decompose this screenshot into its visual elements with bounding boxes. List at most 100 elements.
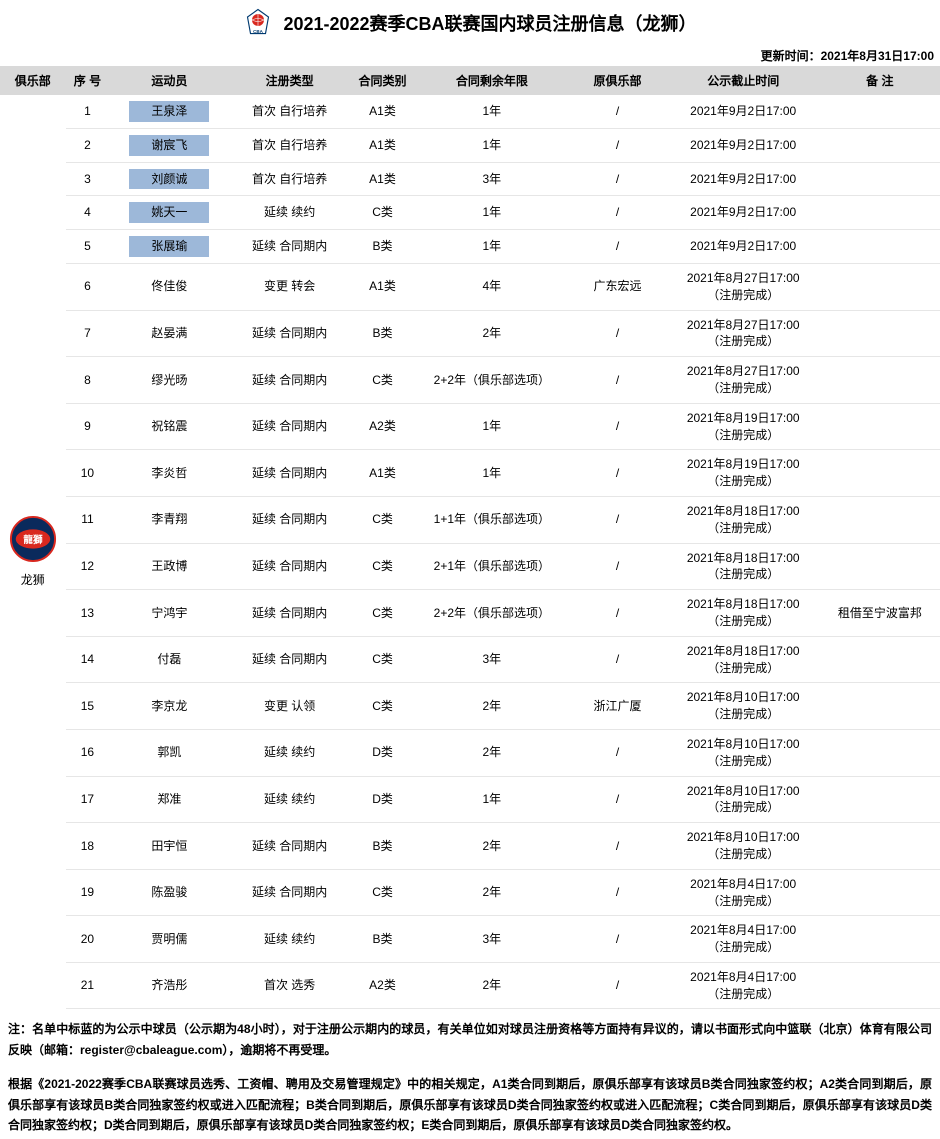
table-cell: A1类: [350, 95, 416, 128]
table-cell: 张展瑜: [109, 230, 229, 264]
table-cell: /: [568, 95, 666, 128]
table-cell: [820, 95, 940, 128]
table-cell: 19: [66, 869, 110, 916]
table-row: 2谢宸飞首次 自行培养A1类1年/2021年9月2日17:00: [0, 128, 940, 162]
table-cell: 2+2年（俱乐部选项）: [415, 357, 568, 404]
table-cell: 5: [66, 230, 110, 264]
table-cell: 王政博: [109, 543, 229, 590]
table-cell: 1年: [415, 230, 568, 264]
svg-text:龍獅: 龍獅: [23, 534, 43, 546]
table-cell: 1年: [415, 95, 568, 128]
registration-table: 俱乐部序 号运动员注册类型合同类别合同剩余年限原俱乐部公示截止时间备 注 龍獅龙…: [0, 66, 940, 1009]
table-cell: /: [568, 543, 666, 590]
table-cell: 14: [66, 636, 110, 683]
table-row: 5张展瑜延续 合同期内B类1年/2021年9月2日17:00: [0, 230, 940, 264]
table-cell: 延续 合同期内: [230, 496, 350, 543]
table-cell: [820, 196, 940, 230]
table-row: 19陈盈骏延续 合同期内C类2年/2021年8月4日17:00（注册完成）: [0, 869, 940, 916]
table-cell: 2021年8月10日17:00（注册完成）: [667, 683, 820, 730]
table-cell: 延续 续约: [230, 916, 350, 963]
table-cell: 3年: [415, 636, 568, 683]
table-cell: 首次 自行培养: [230, 162, 350, 196]
table-cell: 付磊: [109, 636, 229, 683]
table-cell: 缪光旸: [109, 357, 229, 404]
table-cell: 2: [66, 128, 110, 162]
table-cell: A1类: [350, 450, 416, 497]
table-row: 17郑准延续 续约D类1年/2021年8月10日17:00（注册完成）: [0, 776, 940, 823]
table-cell: 2021年9月2日17:00: [667, 196, 820, 230]
table-cell: /: [568, 450, 666, 497]
table-cell: 首次 自行培养: [230, 95, 350, 128]
column-header: 原俱乐部: [568, 66, 666, 95]
table-cell: 祝铭震: [109, 403, 229, 450]
table-cell: [820, 357, 940, 404]
club-name: 龙狮: [2, 572, 64, 589]
table-cell: 1年: [415, 403, 568, 450]
club-cell: 龍獅龙狮: [0, 95, 66, 1009]
table-row: 20贾明儒延续 续约B类3年/2021年8月4日17:00（注册完成）: [0, 916, 940, 963]
table-cell: 10: [66, 450, 110, 497]
table-cell: /: [568, 869, 666, 916]
table-cell: 延续 合同期内: [230, 543, 350, 590]
table-cell: 2+1年（俱乐部选项）: [415, 543, 568, 590]
table-cell: 郑准: [109, 776, 229, 823]
table-cell: C类: [350, 869, 416, 916]
table-cell: 1: [66, 95, 110, 128]
table-cell: [820, 403, 940, 450]
table-cell: /: [568, 230, 666, 264]
table-cell: 延续 续约: [230, 776, 350, 823]
table-cell: 2021年8月19日17:00（注册完成）: [667, 450, 820, 497]
table-cell: 8: [66, 357, 110, 404]
table-cell: 首次 选秀: [230, 962, 350, 1009]
table-cell: /: [568, 823, 666, 870]
table-cell: 延续 合同期内: [230, 590, 350, 637]
table-cell: 2年: [415, 729, 568, 776]
column-header: 备 注: [820, 66, 940, 95]
table-cell: 李炎哲: [109, 450, 229, 497]
table-cell: 延续 合同期内: [230, 636, 350, 683]
table-cell: 延续 合同期内: [230, 450, 350, 497]
table-row: 4姚天一延续 续约C类1年/2021年9月2日17:00: [0, 196, 940, 230]
table-cell: 2021年8月4日17:00（注册完成）: [667, 869, 820, 916]
table-cell: /: [568, 496, 666, 543]
table-row: 龍獅龙狮1王泉泽首次 自行培养A1类1年/2021年9月2日17:00: [0, 95, 940, 128]
table-cell: 李京龙: [109, 683, 229, 730]
table-cell: 2年: [415, 310, 568, 357]
table-cell: 谢宸飞: [109, 128, 229, 162]
table-cell: 15: [66, 683, 110, 730]
table-row: 10李炎哲延续 合同期内A1类1年/2021年8月19日17:00（注册完成）: [0, 450, 940, 497]
table-row: 11李青翔延续 合同期内C类1+1年（俱乐部选项）/2021年8月18日17:0…: [0, 496, 940, 543]
column-header: 注册类型: [230, 66, 350, 95]
table-cell: 延续 合同期内: [230, 310, 350, 357]
table-cell: [820, 869, 940, 916]
table-cell: 李青翔: [109, 496, 229, 543]
table-cell: B类: [350, 310, 416, 357]
table-cell: 姚天一: [109, 196, 229, 230]
table-cell: D类: [350, 776, 416, 823]
table-cell: 刘颜诚: [109, 162, 229, 196]
table-cell: 齐浩彤: [109, 962, 229, 1009]
table-cell: 田宇恒: [109, 823, 229, 870]
table-row: 13宁鸿宇延续 合同期内C类2+2年（俱乐部选项）/2021年8月18日17:0…: [0, 590, 940, 637]
table-cell: /: [568, 729, 666, 776]
table-cell: 3年: [415, 162, 568, 196]
table-cell: 佟佳俊: [109, 263, 229, 310]
table-cell: B类: [350, 230, 416, 264]
table-cell: 1年: [415, 450, 568, 497]
page-header: CBA 2021-2022赛季CBA联赛国内球员注册信息（龙狮）: [0, 0, 940, 45]
table-cell: 11: [66, 496, 110, 543]
table-cell: [820, 496, 940, 543]
table-body: 龍獅龙狮1王泉泽首次 自行培养A1类1年/2021年9月2日17:002谢宸飞首…: [0, 95, 940, 1009]
table-row: 15李京龙变更 认领C类2年浙江广厦2021年8月10日17:00（注册完成）: [0, 683, 940, 730]
column-header: 合同剩余年限: [415, 66, 568, 95]
table-row: 6佟佳俊变更 转会A1类4年广东宏远2021年8月27日17:00（注册完成）: [0, 263, 940, 310]
column-header: 公示截止时间: [667, 66, 820, 95]
table-cell: /: [568, 310, 666, 357]
table-cell: A1类: [350, 162, 416, 196]
table-cell: 13: [66, 590, 110, 637]
table-cell: C类: [350, 196, 416, 230]
table-cell: 21: [66, 962, 110, 1009]
table-cell: /: [568, 590, 666, 637]
column-header: 序 号: [66, 66, 110, 95]
table-cell: 2021年8月18日17:00（注册完成）: [667, 636, 820, 683]
